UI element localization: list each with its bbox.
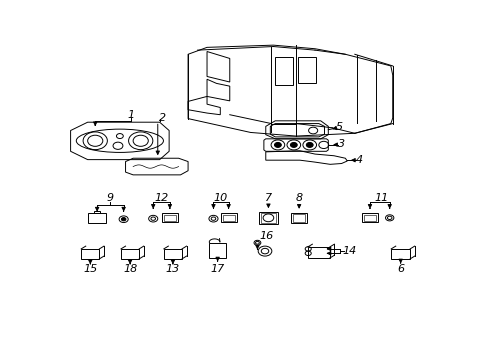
Bar xyxy=(362,213,377,222)
Bar xyxy=(259,212,277,224)
Text: 14: 14 xyxy=(342,246,356,256)
Bar xyxy=(94,211,100,213)
Text: 4: 4 xyxy=(355,155,362,165)
Bar xyxy=(222,215,234,221)
Circle shape xyxy=(305,143,312,148)
Bar xyxy=(390,249,409,259)
Bar xyxy=(81,249,99,259)
Circle shape xyxy=(290,143,297,148)
Text: 15: 15 xyxy=(83,264,97,274)
Bar xyxy=(163,215,176,221)
Text: 6: 6 xyxy=(396,264,404,274)
Bar xyxy=(220,213,236,222)
Bar xyxy=(209,243,225,258)
Text: 2: 2 xyxy=(159,113,166,123)
Text: 17: 17 xyxy=(210,264,224,274)
Bar xyxy=(88,213,106,223)
Text: 13: 13 xyxy=(165,264,180,274)
Text: 11: 11 xyxy=(373,193,387,203)
Text: 12: 12 xyxy=(154,193,168,203)
Bar xyxy=(261,213,275,222)
Bar xyxy=(307,247,329,258)
Text: 7: 7 xyxy=(264,193,271,203)
Circle shape xyxy=(121,217,126,221)
Text: 18: 18 xyxy=(122,264,137,274)
Bar xyxy=(162,213,178,222)
Text: 9: 9 xyxy=(106,193,114,203)
Bar xyxy=(275,57,293,85)
Text: 1: 1 xyxy=(127,110,135,120)
Bar xyxy=(163,249,182,259)
Text: 5: 5 xyxy=(335,122,343,132)
Text: 8: 8 xyxy=(295,193,302,203)
Bar xyxy=(297,57,316,84)
Bar xyxy=(364,215,375,221)
Circle shape xyxy=(274,143,281,148)
Text: 10: 10 xyxy=(213,193,227,203)
Text: 3: 3 xyxy=(337,139,345,149)
Bar xyxy=(290,212,306,223)
Bar xyxy=(121,249,139,259)
Text: 16: 16 xyxy=(259,231,273,241)
Bar xyxy=(292,214,305,222)
